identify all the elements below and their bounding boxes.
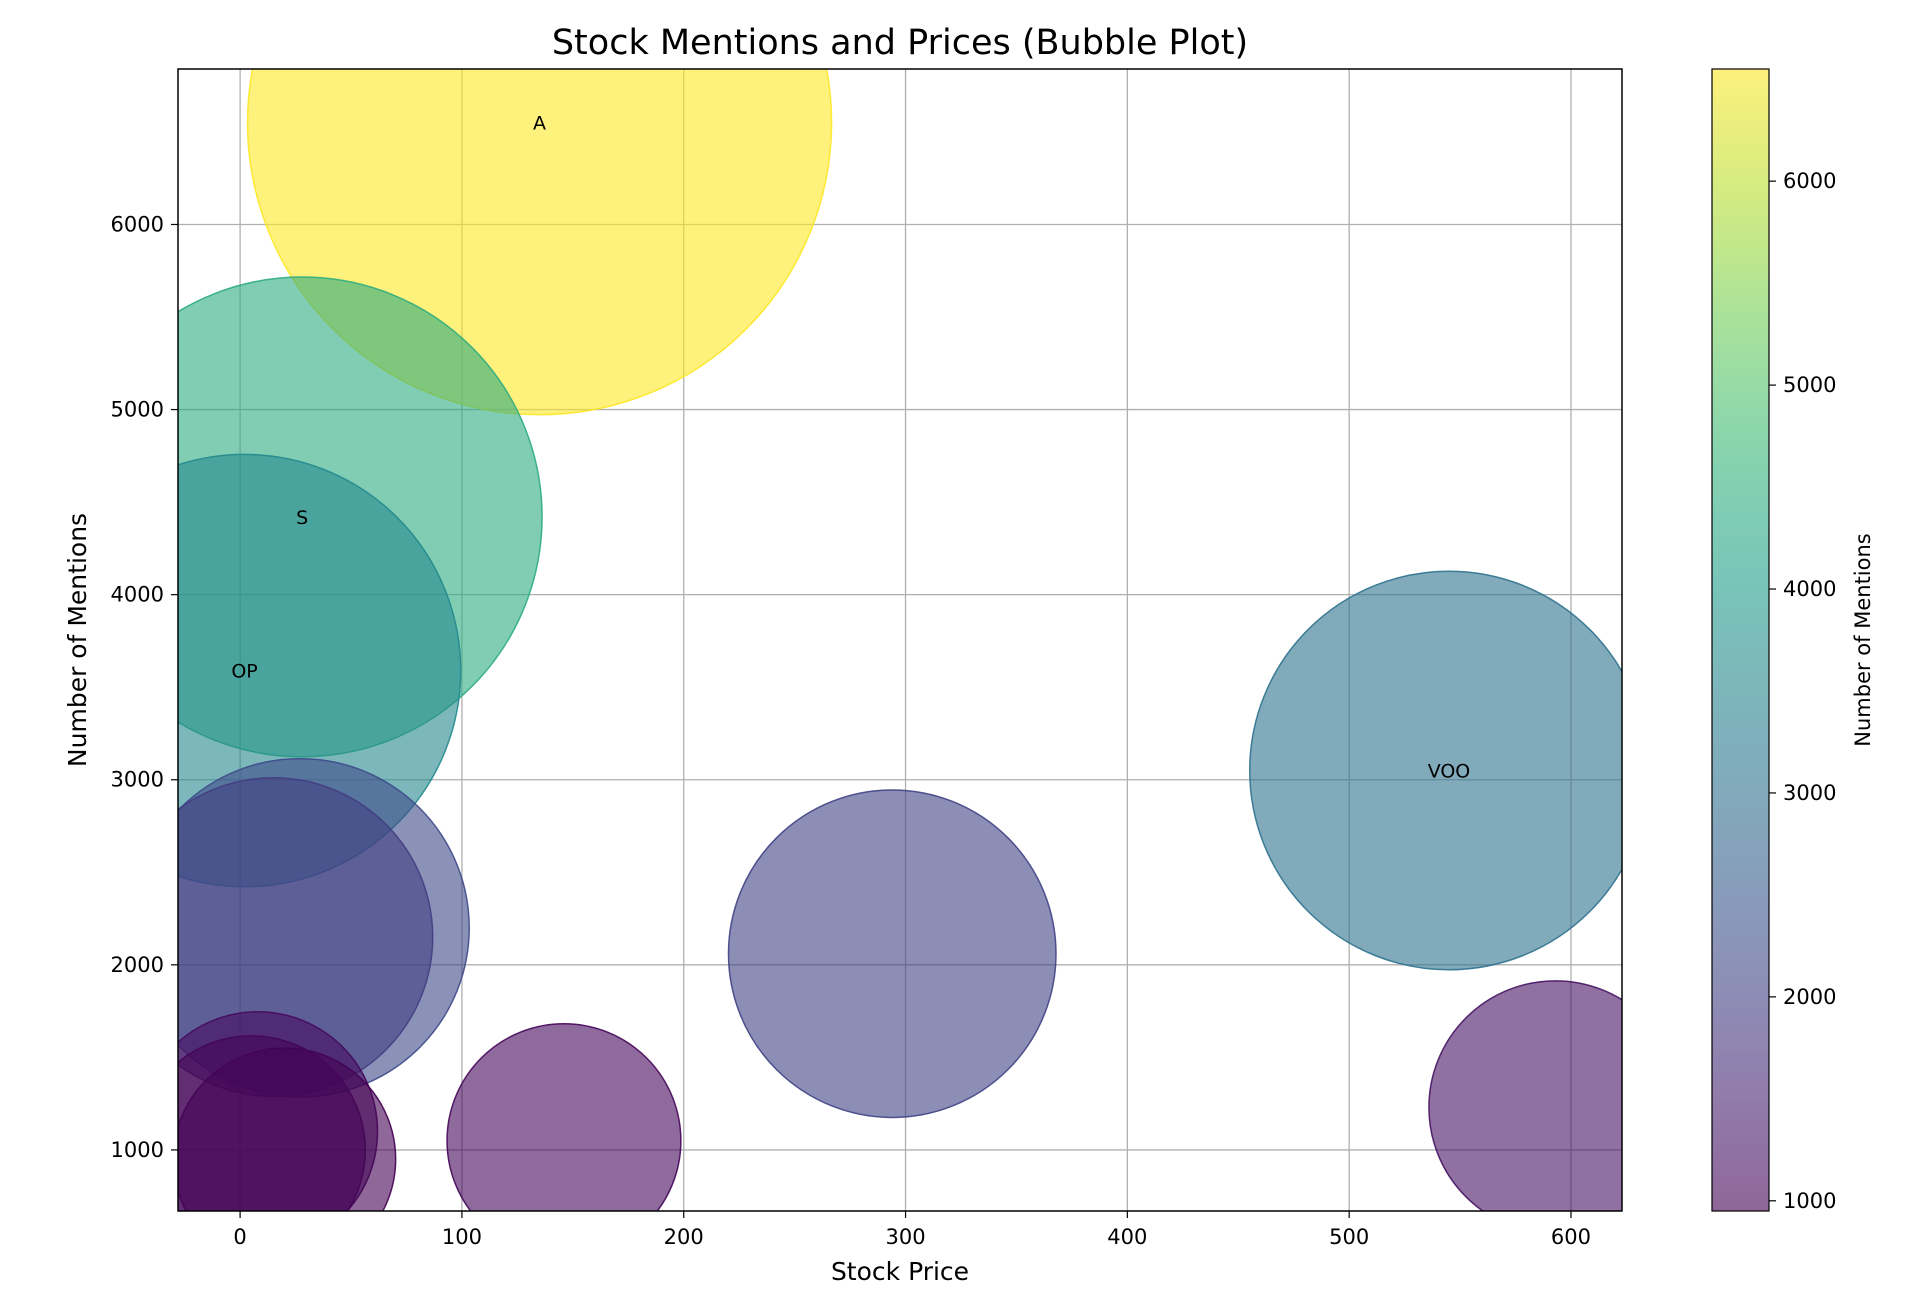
- bubbles: [178, 69, 1622, 1211]
- colorbar: 1000 2000 3000 4000 5000 6000 Number of Menti…: [1711, 68, 1875, 1213]
- colorbar-title: Number of Mentions: [1851, 533, 1875, 746]
- bubble: [727, 789, 1057, 1119]
- colorbar-ticks: 1000 2000 3000 4000 5000 6000: [1769, 169, 1836, 1213]
- bubble: [1428, 980, 1622, 1211]
- colorbar-tick-label: 5000: [1783, 373, 1836, 397]
- y-axis-title: Number of Mentions: [63, 513, 92, 767]
- x-tick-label: 0: [233, 1225, 246, 1249]
- x-tick-label: 300: [885, 1225, 925, 1249]
- colorbar-tick-label: 4000: [1783, 577, 1836, 601]
- x-tick-label: 600: [1551, 1225, 1591, 1249]
- x-tick-label: 500: [1329, 1225, 1369, 1249]
- colorbar-gradient: [1711, 68, 1770, 1212]
- x-axis-ticks: 0 100 200 300 400 500 600: [233, 1211, 1591, 1249]
- y-tick-label: 1000: [111, 1138, 164, 1162]
- colorbar-tick-label: 1000: [1783, 1189, 1836, 1213]
- bubble-label: OP: [231, 661, 257, 683]
- y-tick-label: 4000: [111, 583, 164, 607]
- bubble: [1249, 570, 1622, 971]
- bubble: [446, 1023, 682, 1211]
- bubble-label: VOO: [1428, 760, 1471, 782]
- y-tick-label: 5000: [111, 398, 164, 422]
- bubble: [178, 1035, 367, 1211]
- y-axis-ticks: 1000 2000 3000 4000 5000 6000: [111, 212, 178, 1162]
- y-tick-label: 3000: [111, 768, 164, 792]
- colorbar-tick-label: 6000: [1783, 169, 1836, 193]
- x-tick-label: 100: [442, 1225, 482, 1249]
- bubble-label: A: [533, 113, 546, 135]
- y-tick-label: 2000: [111, 953, 164, 977]
- x-axis-title: Stock Price: [831, 1257, 969, 1286]
- plot-frame: [177, 68, 1623, 1212]
- bubble-labels: A S OP VOO: [231, 113, 1470, 783]
- x-tick-label: 400: [1107, 1225, 1147, 1249]
- chart-title: Stock Mentions and Prices (Bubble Plot): [552, 23, 1248, 63]
- y-tick-label: 6000: [111, 212, 164, 236]
- bubble-label: S: [296, 507, 308, 529]
- x-tick-label: 200: [664, 1225, 704, 1249]
- colorbar-tick-label: 2000: [1783, 985, 1836, 1009]
- colorbar-tick-label: 3000: [1783, 781, 1836, 805]
